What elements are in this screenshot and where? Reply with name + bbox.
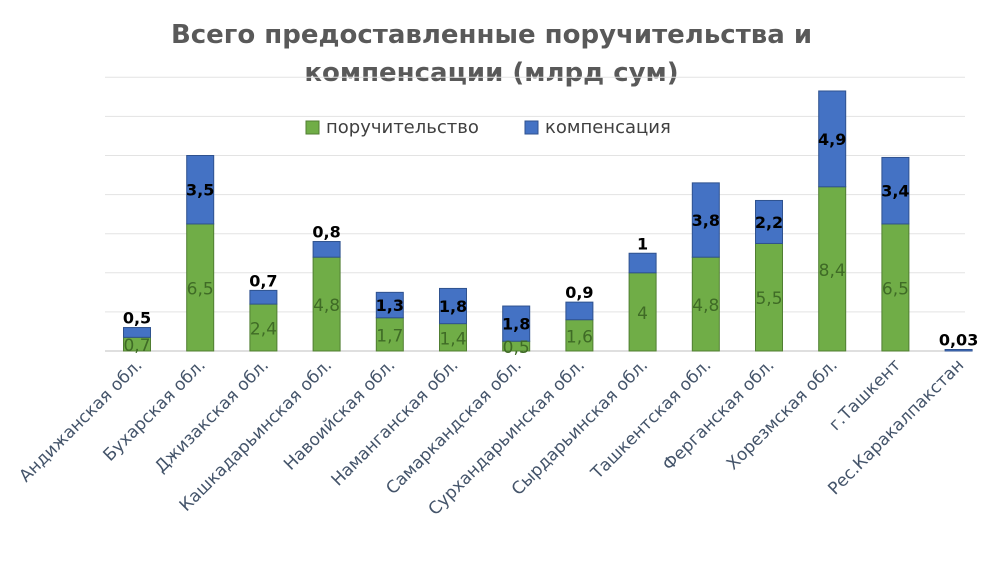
bar-guarantee — [691, 256, 720, 352]
bar-guarantee — [565, 319, 594, 352]
data-label-guarantee: 6,5 — [882, 279, 909, 299]
bar-guarantee — [186, 223, 215, 352]
bar-compensation — [375, 291, 404, 319]
chart-title-line-1: Всего предоставленные поручительства и — [170, 20, 813, 50]
data-label-compensation: 4,9 — [818, 130, 846, 149]
category-label: Хорезмская обл. — [723, 355, 842, 474]
bar-compensation — [881, 156, 910, 225]
bar-guarantee — [818, 186, 847, 352]
data-label-compensation: 0,7 — [249, 271, 277, 290]
category-label: Джизакская обл. — [151, 355, 273, 477]
data-label-compensation: 0,03 — [939, 331, 978, 350]
bar-compensation — [186, 155, 215, 225]
bar-compensation — [502, 305, 531, 342]
category-label: Ташкентская обл. — [587, 355, 716, 484]
data-label-compensation: 3,5 — [186, 181, 214, 200]
bar-compensation — [691, 182, 720, 258]
bar-guarantee — [439, 323, 467, 352]
data-label-guarantee: 2,4 — [250, 320, 277, 340]
category-label: Андижанская обл. — [16, 355, 147, 486]
data-label-compensation: 1,3 — [376, 296, 404, 315]
bar-compensation — [312, 241, 341, 258]
bar-guarantee — [881, 223, 910, 352]
data-label-guarantee: 4,8 — [313, 296, 340, 316]
bar-guarantee — [755, 242, 783, 352]
data-label-guarantee: 0,5 — [503, 338, 530, 358]
chart-title: Всего предоставленные поручительства и к… — [0, 16, 983, 92]
bar-compensation — [439, 287, 467, 325]
bar-compensation — [123, 327, 151, 338]
category-label: Навоийская обл. — [280, 355, 399, 474]
data-label-guarantee: 1,6 — [566, 327, 593, 347]
data-label-compensation: 0,5 — [123, 309, 151, 328]
bar-compensation — [628, 252, 657, 274]
legend-swatch — [524, 120, 539, 135]
chart-title-line-2: компенсации (млрд сум) — [304, 58, 679, 88]
data-label-compensation: 1 — [637, 234, 648, 253]
data-label-guarantee: 4 — [637, 304, 648, 324]
bar-guarantee — [628, 272, 657, 352]
legend-label: поручительство — [326, 117, 479, 138]
category-label: Ферганская обл. — [659, 355, 779, 475]
legend-swatch — [305, 120, 320, 135]
data-label-compensation: 0,9 — [565, 283, 593, 302]
data-label-guarantee: 4,8 — [692, 296, 719, 316]
legend: поручительство компенсация — [305, 117, 671, 138]
bar-compensation — [944, 349, 973, 352]
legend-label: компенсация — [545, 117, 671, 138]
bars — [123, 90, 973, 352]
data-label-guarantee: 8,4 — [819, 261, 846, 281]
bar-compensation — [249, 289, 278, 305]
data-label-guarantee: 1,4 — [439, 329, 466, 349]
data-label-compensation: 1,8 — [502, 315, 530, 334]
bar-compensation — [818, 90, 847, 188]
data-label-compensation: 3,8 — [692, 211, 720, 230]
category-axis: Андижанская обл.Бухарская обл.Джизакская… — [16, 355, 969, 519]
bar-guarantee — [312, 256, 341, 352]
bar-guarantee — [249, 303, 278, 352]
category-label: Наманганская обл. — [328, 355, 463, 490]
data-label-compensation: 3,4 — [881, 182, 909, 201]
data-label-guarantee: 5,5 — [755, 289, 782, 309]
data-label-compensation: 2,2 — [755, 213, 783, 232]
data-label-compensation: 0,8 — [312, 223, 340, 242]
data-label-guarantee: 0,7 — [123, 336, 150, 356]
data-label-compensation: 1,8 — [439, 297, 467, 316]
bar-compensation — [565, 301, 594, 321]
data-labels: 0,7 0,5 6,5 3,5 2,4 0,7 4,8 0,8 1,7 1,3 1,4 1,8 0,5 1… — [123, 130, 979, 358]
bar-compensation — [755, 199, 783, 244]
data-label-guarantee: 6,5 — [187, 279, 214, 299]
data-label-guarantee: 1,7 — [376, 326, 403, 346]
